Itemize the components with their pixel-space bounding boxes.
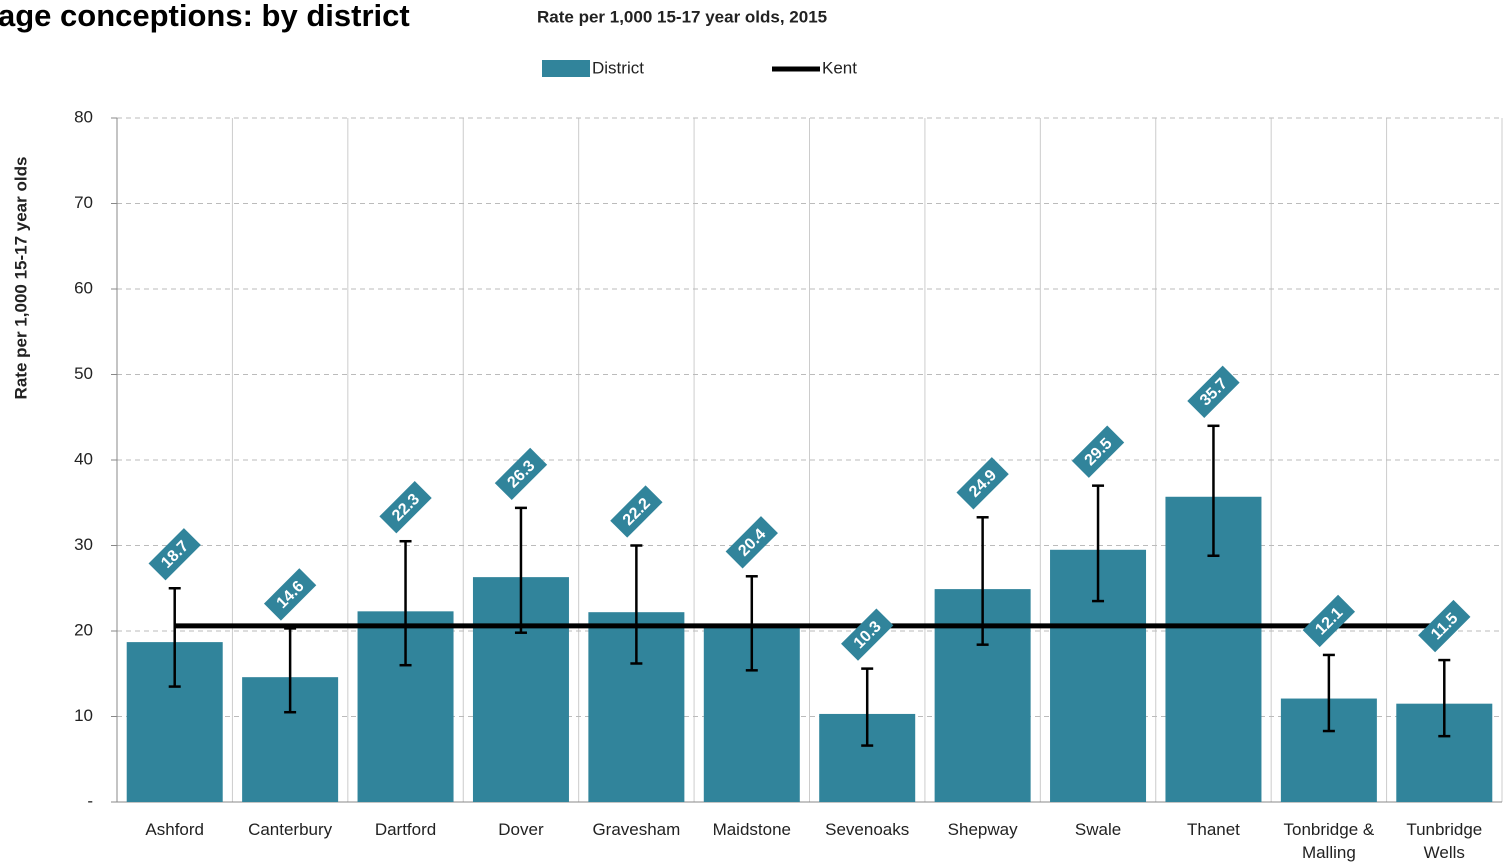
data-label: 12.1 — [1302, 594, 1356, 648]
error-bar — [861, 667, 874, 747]
y-tick-label: 30 — [74, 535, 93, 554]
error-bar — [514, 506, 527, 634]
data-label-box — [1187, 365, 1240, 418]
data-label-box — [379, 481, 432, 534]
data-label: 24.9 — [956, 457, 1009, 510]
y-axis-label: Rate per 1,000 15-17 year olds — [11, 157, 30, 400]
y-tick-label: 20 — [74, 620, 93, 639]
data-label: 20.4 — [725, 516, 778, 569]
x-tick-label: Shepway — [947, 820, 1018, 839]
error-bar — [1207, 424, 1220, 558]
data-label-box — [956, 457, 1009, 510]
error-bar — [1438, 658, 1451, 738]
x-tick-label: Tunbridge Wells — [1406, 820, 1483, 862]
y-tick-label: 80 — [74, 107, 93, 126]
x-tick-label: Tonbridge & Malling — [1283, 820, 1375, 862]
data-label-box — [494, 447, 548, 501]
x-tick-label: Canterbury — [248, 820, 333, 839]
x-tick-label: Dartford — [374, 820, 437, 839]
x-tick-label: Gravesham — [592, 820, 681, 839]
data-label: 35.7 — [1187, 365, 1240, 418]
data-label-box — [1302, 594, 1356, 648]
chart-subtitle: Rate per 1,000 15-17 year olds, 2015 — [537, 7, 827, 26]
error-bar — [1322, 653, 1335, 733]
y-tick-label: 60 — [74, 278, 93, 297]
error-bar — [168, 587, 181, 688]
error-bar — [284, 627, 297, 714]
x-tick-label: Dover — [498, 820, 544, 839]
data-label: 26.3 — [494, 447, 548, 501]
data-label-box — [1071, 425, 1125, 478]
legend-label: District — [592, 58, 644, 77]
error-bar — [399, 539, 412, 667]
legend-label: Kent — [822, 58, 857, 77]
data-label: 22.2 — [610, 485, 663, 538]
data-label-box — [610, 485, 663, 538]
x-tick-label: Ashford — [145, 820, 204, 839]
error-bar — [630, 544, 643, 665]
y-tick-label: 50 — [74, 364, 93, 383]
data-label-box — [841, 608, 894, 661]
x-tick-label: Sevenoaks — [825, 820, 910, 839]
legend-swatch — [542, 60, 590, 77]
data-label: 22.3 — [379, 481, 432, 534]
data-label-box — [263, 568, 317, 621]
data-label: 14.6 — [263, 568, 317, 621]
data-label: 10.3 — [841, 608, 894, 661]
x-tick-label: Maidstone — [712, 820, 791, 839]
chart-title: age conceptions: by district — [0, 0, 410, 33]
data-label: 29.5 — [1071, 425, 1125, 478]
y-tick-label: 10 — [74, 706, 93, 725]
y-tick-label: - — [87, 791, 93, 810]
error-bar — [976, 516, 989, 646]
y-tick-label: 40 — [74, 449, 93, 468]
data-label-box — [148, 528, 201, 581]
data-label-box — [725, 516, 778, 569]
x-tick-label: Swale — [1074, 820, 1122, 839]
data-label-box — [1418, 599, 1471, 653]
y-tick-label: 70 — [74, 193, 93, 212]
x-tick-label: Thanet — [1186, 820, 1240, 839]
data-label: 18.7 — [148, 528, 201, 581]
error-bar — [745, 575, 758, 672]
error-bar — [1092, 484, 1105, 603]
